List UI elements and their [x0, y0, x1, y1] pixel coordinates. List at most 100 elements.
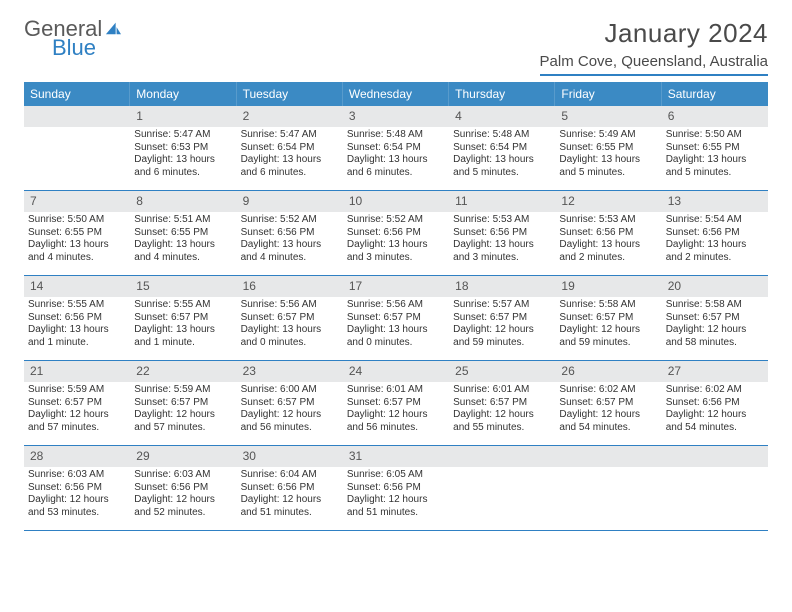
day-details: Sunrise: 5:55 AMSunset: 6:57 PMDaylight:… — [130, 297, 236, 353]
day-number: 24 — [343, 361, 449, 382]
sunset: Sunset: 6:57 PM — [134, 312, 232, 325]
empty-day — [662, 446, 768, 530]
day-number: 4 — [449, 106, 555, 127]
day-8: 8Sunrise: 5:51 AMSunset: 6:55 PMDaylight… — [130, 191, 236, 275]
week-row: 14Sunrise: 5:55 AMSunset: 6:56 PMDayligh… — [24, 276, 768, 361]
daylight: Daylight: 13 hours and 6 minutes. — [241, 154, 339, 179]
day-details: Sunrise: 5:57 AMSunset: 6:57 PMDaylight:… — [449, 297, 555, 353]
day-number: 23 — [237, 361, 343, 382]
sunrise: Sunrise: 6:01 AM — [347, 384, 445, 397]
sunset: Sunset: 6:56 PM — [347, 227, 445, 240]
day-22: 22Sunrise: 5:59 AMSunset: 6:57 PMDayligh… — [130, 361, 236, 445]
sunrise: Sunrise: 6:04 AM — [241, 469, 339, 482]
daylight: Daylight: 12 hours and 52 minutes. — [134, 494, 232, 519]
sunset: Sunset: 6:55 PM — [666, 142, 764, 155]
daylight: Daylight: 13 hours and 4 minutes. — [28, 239, 126, 264]
sunrise: Sunrise: 5:56 AM — [241, 299, 339, 312]
day-details: Sunrise: 5:58 AMSunset: 6:57 PMDaylight:… — [662, 297, 768, 353]
day-6: 6Sunrise: 5:50 AMSunset: 6:55 PMDaylight… — [662, 106, 768, 190]
day-details: Sunrise: 5:49 AMSunset: 6:55 PMDaylight:… — [555, 127, 661, 183]
day-details: Sunrise: 5:53 AMSunset: 6:56 PMDaylight:… — [449, 212, 555, 268]
day-details: Sunrise: 6:04 AMSunset: 6:56 PMDaylight:… — [237, 467, 343, 523]
daylight: Daylight: 13 hours and 0 minutes. — [347, 324, 445, 349]
dow-sunday: Sunday — [24, 82, 130, 106]
day-details: Sunrise: 5:48 AMSunset: 6:54 PMDaylight:… — [449, 127, 555, 183]
sunset: Sunset: 6:56 PM — [453, 227, 551, 240]
day-number: 19 — [555, 276, 661, 297]
day-15: 15Sunrise: 5:55 AMSunset: 6:57 PMDayligh… — [130, 276, 236, 360]
sunrise: Sunrise: 5:58 AM — [666, 299, 764, 312]
logo-sail-icon — [104, 18, 122, 40]
day-number — [449, 446, 555, 467]
sunset: Sunset: 6:55 PM — [134, 227, 232, 240]
day-1: 1Sunrise: 5:47 AMSunset: 6:53 PMDaylight… — [130, 106, 236, 190]
day-19: 19Sunrise: 5:58 AMSunset: 6:57 PMDayligh… — [555, 276, 661, 360]
day-details: Sunrise: 6:02 AMSunset: 6:56 PMDaylight:… — [662, 382, 768, 438]
sunset: Sunset: 6:56 PM — [347, 482, 445, 495]
daylight: Daylight: 13 hours and 4 minutes. — [241, 239, 339, 264]
sunset: Sunset: 6:57 PM — [134, 397, 232, 410]
day-number: 6 — [662, 106, 768, 127]
sunset: Sunset: 6:56 PM — [134, 482, 232, 495]
calendar-table: SundayMondayTuesdayWednesdayThursdayFrid… — [24, 82, 768, 531]
day-details: Sunrise: 5:52 AMSunset: 6:56 PMDaylight:… — [343, 212, 449, 268]
day-details: Sunrise: 5:55 AMSunset: 6:56 PMDaylight:… — [24, 297, 130, 353]
day-number: 27 — [662, 361, 768, 382]
sunrise: Sunrise: 5:47 AM — [241, 129, 339, 142]
sunrise: Sunrise: 5:48 AM — [453, 129, 551, 142]
sunrise: Sunrise: 6:03 AM — [28, 469, 126, 482]
day-details: Sunrise: 5:48 AMSunset: 6:54 PMDaylight:… — [343, 127, 449, 183]
day-10: 10Sunrise: 5:52 AMSunset: 6:56 PMDayligh… — [343, 191, 449, 275]
day-details: Sunrise: 5:59 AMSunset: 6:57 PMDaylight:… — [24, 382, 130, 438]
day-details: Sunrise: 5:47 AMSunset: 6:54 PMDaylight:… — [237, 127, 343, 183]
day-number: 28 — [24, 446, 130, 467]
day-number: 29 — [130, 446, 236, 467]
day-number — [555, 446, 661, 467]
day-number: 10 — [343, 191, 449, 212]
day-7: 7Sunrise: 5:50 AMSunset: 6:55 PMDaylight… — [24, 191, 130, 275]
daylight: Daylight: 12 hours and 51 minutes. — [347, 494, 445, 519]
day-number: 31 — [343, 446, 449, 467]
day-number: 26 — [555, 361, 661, 382]
empty-day — [555, 446, 661, 530]
day-number: 3 — [343, 106, 449, 127]
day-number: 11 — [449, 191, 555, 212]
daylight: Daylight: 12 hours and 57 minutes. — [134, 409, 232, 434]
sunrise: Sunrise: 5:59 AM — [28, 384, 126, 397]
sunrise: Sunrise: 5:53 AM — [559, 214, 657, 227]
day-number: 7 — [24, 191, 130, 212]
month-title: January 2024 — [540, 18, 768, 49]
sunrise: Sunrise: 5:58 AM — [559, 299, 657, 312]
sunset: Sunset: 6:56 PM — [559, 227, 657, 240]
day-3: 3Sunrise: 5:48 AMSunset: 6:54 PMDaylight… — [343, 106, 449, 190]
sunset: Sunset: 6:56 PM — [241, 482, 339, 495]
day-number: 1 — [130, 106, 236, 127]
day-28: 28Sunrise: 6:03 AMSunset: 6:56 PMDayligh… — [24, 446, 130, 530]
day-number: 8 — [130, 191, 236, 212]
daylight: Daylight: 12 hours and 57 minutes. — [28, 409, 126, 434]
sunset: Sunset: 6:54 PM — [347, 142, 445, 155]
day-details: Sunrise: 5:52 AMSunset: 6:56 PMDaylight:… — [237, 212, 343, 268]
sunrise: Sunrise: 5:59 AM — [134, 384, 232, 397]
day-number: 21 — [24, 361, 130, 382]
sunrise: Sunrise: 5:57 AM — [453, 299, 551, 312]
sunrise: Sunrise: 5:48 AM — [347, 129, 445, 142]
week-row: 1Sunrise: 5:47 AMSunset: 6:53 PMDaylight… — [24, 106, 768, 191]
sunset: Sunset: 6:57 PM — [666, 312, 764, 325]
day-details: Sunrise: 5:50 AMSunset: 6:55 PMDaylight:… — [662, 127, 768, 183]
daylight: Daylight: 13 hours and 6 minutes. — [134, 154, 232, 179]
day-13: 13Sunrise: 5:54 AMSunset: 6:56 PMDayligh… — [662, 191, 768, 275]
sunrise: Sunrise: 5:52 AM — [241, 214, 339, 227]
sunrise: Sunrise: 6:00 AM — [241, 384, 339, 397]
day-details: Sunrise: 5:56 AMSunset: 6:57 PMDaylight:… — [237, 297, 343, 353]
sunset: Sunset: 6:57 PM — [453, 312, 551, 325]
logo: GeneralBlue — [24, 18, 122, 58]
daylight: Daylight: 12 hours and 54 minutes. — [559, 409, 657, 434]
daylight: Daylight: 13 hours and 2 minutes. — [666, 239, 764, 264]
daylight: Daylight: 12 hours and 55 minutes. — [453, 409, 551, 434]
day-number: 13 — [662, 191, 768, 212]
day-number — [662, 446, 768, 467]
day-31: 31Sunrise: 6:05 AMSunset: 6:56 PMDayligh… — [343, 446, 449, 530]
day-24: 24Sunrise: 6:01 AMSunset: 6:57 PMDayligh… — [343, 361, 449, 445]
daylight: Daylight: 12 hours and 59 minutes. — [453, 324, 551, 349]
